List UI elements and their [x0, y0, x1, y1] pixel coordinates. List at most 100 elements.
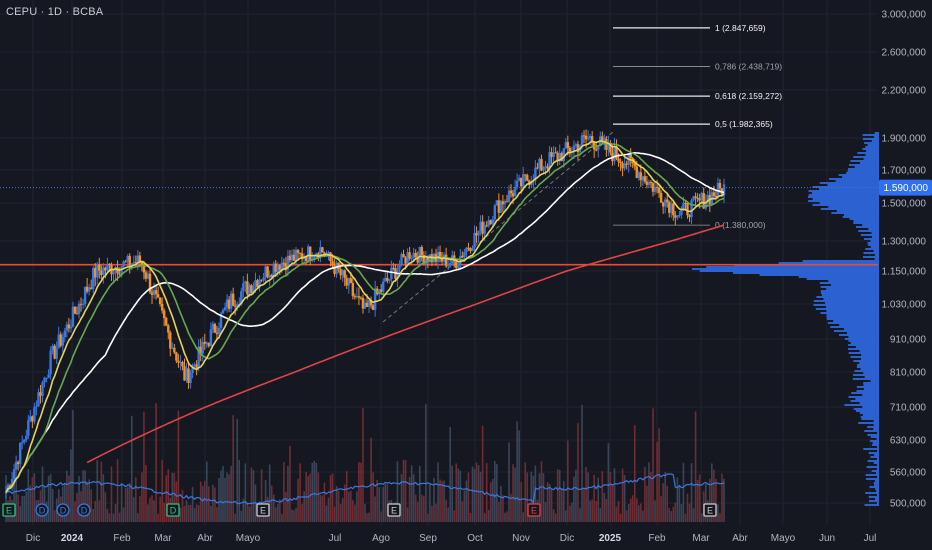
volume-bar — [500, 485, 502, 522]
volume-bar — [418, 465, 421, 522]
volume-profile-bar — [867, 426, 879, 428]
candle-body — [81, 303, 85, 305]
candle-body — [347, 278, 350, 286]
candle-body — [158, 297, 162, 304]
volume-bar — [122, 507, 125, 522]
candle-body — [185, 368, 188, 381]
volume-profile-bar — [835, 180, 879, 182]
candle-body — [199, 346, 202, 354]
volume-profile-bar — [844, 338, 879, 340]
candle-body — [236, 304, 239, 307]
volume-profile-bar — [855, 410, 879, 412]
candle-body — [509, 190, 513, 194]
candle-body — [542, 167, 545, 171]
volume-bar — [461, 501, 464, 522]
volume-bar — [112, 513, 115, 522]
last-price-badge: 1.590,000 — [879, 179, 932, 196]
candle-body — [146, 273, 150, 279]
volume-bar — [31, 477, 34, 522]
volume-bar — [333, 506, 336, 522]
volume-bar — [542, 473, 545, 522]
volume-profile-bar — [848, 340, 879, 342]
volume-profile-bar — [871, 232, 879, 234]
volume-bar — [646, 485, 648, 522]
volume-profile-bar — [868, 496, 879, 498]
volume-profile-bar — [813, 300, 879, 302]
volume-profile-bar — [853, 220, 879, 222]
last-price-label: 1.590,000 — [884, 183, 929, 194]
symbol-title[interactable]: CEPU · 1D · BCBA — [6, 6, 104, 18]
volume-bar — [595, 500, 598, 522]
candle-body — [260, 279, 263, 281]
volume-bar — [287, 465, 289, 522]
volume-profile-bar — [863, 384, 879, 386]
candle-body — [331, 261, 334, 266]
volume-bar — [374, 496, 376, 522]
volume-profile-bar — [860, 368, 879, 370]
volume-profile-bar — [859, 362, 879, 364]
candle-body — [276, 265, 279, 272]
volume-bar — [242, 498, 245, 522]
candle-body — [12, 469, 16, 479]
x-tick-label: Jul — [864, 533, 877, 544]
volume-profile-bar — [812, 204, 879, 206]
candle-body — [580, 135, 584, 146]
volume-profile-bar — [848, 352, 879, 354]
volume-bar — [171, 472, 174, 522]
volume-bar — [425, 404, 427, 522]
candle-body — [14, 461, 18, 470]
candle-body — [79, 303, 83, 305]
volume-profile-bar — [847, 170, 879, 172]
volume-profile-bar — [819, 182, 879, 184]
candle-body — [321, 247, 324, 253]
volume-profile-bar — [807, 196, 879, 198]
volume-bar — [297, 478, 299, 522]
volume-bar — [222, 466, 224, 522]
volume-bar — [208, 486, 210, 522]
candle-body — [538, 158, 541, 169]
volume-bar — [471, 466, 474, 522]
y-tick-label: 1.900,000 — [882, 134, 927, 145]
volume-profile-bar — [833, 330, 879, 332]
candle-body — [98, 264, 101, 271]
volume-bar — [441, 480, 443, 522]
volume-bar — [230, 465, 232, 522]
dividend-marker: D — [77, 503, 91, 517]
x-tick-label: Abr — [732, 533, 748, 544]
volume-profile-bar — [874, 454, 879, 456]
volume-profile-bar — [820, 286, 879, 288]
volume-bar — [120, 482, 123, 522]
volume-profile-bar — [828, 280, 879, 282]
volume-bar — [23, 495, 26, 522]
marker-shape — [35, 503, 49, 517]
volume-bar — [17, 494, 19, 522]
volume-bar — [177, 410, 180, 522]
candle-body — [85, 286, 89, 292]
x-tick-label: Dic — [26, 533, 40, 544]
volume-bar — [368, 512, 370, 522]
candle-body — [680, 209, 683, 215]
volume-bar — [449, 426, 451, 522]
volume-bar — [633, 425, 636, 522]
volume-bar — [240, 510, 243, 522]
volume-bar — [323, 482, 326, 522]
candle-body — [10, 478, 14, 488]
volume-bar — [427, 513, 429, 522]
volume-profile-bar — [855, 346, 879, 348]
volume-profile-bar — [827, 322, 879, 324]
candle-body — [633, 163, 636, 167]
volume-profile-bar — [856, 390, 879, 392]
volume-profile-bar — [870, 456, 879, 458]
volume-profile-bar — [861, 354, 879, 356]
earnings-marker: E — [387, 503, 401, 517]
volume-bar — [546, 482, 549, 522]
volume-bar — [147, 504, 149, 522]
volume-bar — [648, 462, 650, 522]
candle-body — [588, 136, 592, 139]
volume-bar — [116, 459, 119, 522]
volume-bar — [502, 495, 504, 522]
y-tick-label: 910,000 — [890, 335, 927, 346]
volume-profile-bar — [827, 184, 879, 186]
